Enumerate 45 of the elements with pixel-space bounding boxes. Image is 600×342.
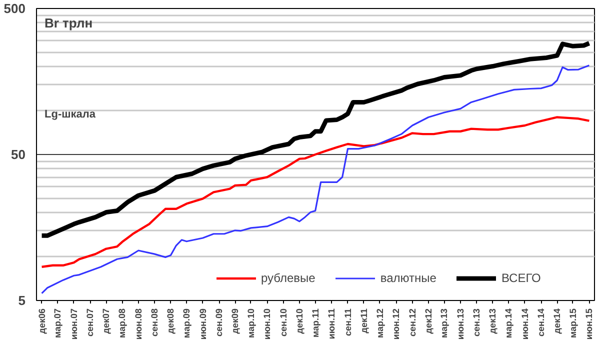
x-tick-label: мар.13 [439, 308, 450, 338]
x-tick-label: июн.07 [68, 308, 79, 340]
x-tick-label: дек10 [294, 308, 304, 334]
x-tick-label: июн.11 [326, 308, 337, 340]
x-tick-label: дек11 [358, 308, 369, 334]
x-tick-label: дек13 [488, 308, 498, 334]
line-series [40, 41, 592, 238]
annotation: Lg-шкала [44, 108, 96, 120]
x-tick-label: июн.10 [262, 308, 272, 340]
x-tick-label: дек09 [230, 308, 240, 334]
x-tick-label: мар.11 [310, 308, 320, 338]
x-tick-label: мар.07 [52, 308, 63, 338]
x-tick-label: июн.08 [133, 308, 144, 340]
x-tick-label: дек14 [552, 308, 562, 334]
x-tick-label: сен.08 [150, 308, 160, 336]
x-tick-label: мар.10 [246, 308, 256, 338]
x-tick-label: июн.14 [520, 308, 530, 340]
x-tick-label: сен.11 [342, 308, 353, 336]
y-tick-label: 5 [18, 293, 26, 308]
x-tick-label: мар.12 [374, 308, 385, 338]
legend-label: рублевые [261, 271, 316, 285]
x-tick-label: дек08 [166, 308, 176, 334]
x-tick-label: июн.13 [455, 308, 466, 340]
x-tick-label: дек07 [101, 308, 112, 334]
x-tick-label: сен.13 [472, 308, 482, 336]
x-tick-label: мар.09 [182, 308, 192, 338]
y-tick-label: 500 [4, 1, 26, 16]
x-tick-label: дек12 [423, 308, 434, 334]
x-tick-label: мар.14 [504, 308, 514, 338]
annotation: Br трлн [44, 16, 93, 30]
x-tick-label: дек06 [36, 308, 47, 334]
x-tick-label: сен.07 [85, 308, 96, 336]
x-tick-label: мар.08 [117, 308, 128, 338]
x-tick-label: сен.10 [278, 308, 288, 336]
x-tick-label: июн.15 [584, 308, 594, 340]
x-tick-label: мар.15 [568, 308, 578, 338]
x-tick-label: июн.09 [198, 308, 208, 340]
legend-label: валютные [380, 271, 436, 285]
x-tick-label: июн.12 [391, 308, 402, 340]
x-tick-label: сен.09 [214, 308, 224, 336]
legend-label: ВСЕГО [501, 271, 541, 285]
y-tick-label: 50 [11, 147, 26, 162]
x-tick-label: сен.14 [536, 308, 546, 336]
x-tick-label: сен.12 [407, 308, 418, 336]
line-series [40, 64, 590, 294]
